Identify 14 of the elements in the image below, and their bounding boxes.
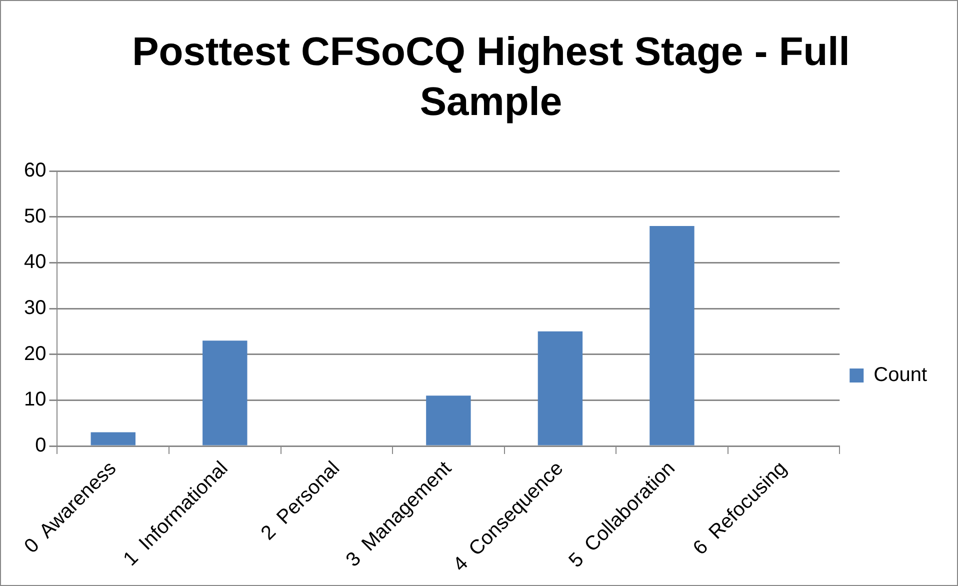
y-tick-label: 30 [24,297,46,320]
bar [426,396,471,446]
y-tick-label: 50 [24,205,46,228]
y-tick-label: 0 [35,434,46,457]
y-tick-label: 20 [24,342,46,365]
bar [90,432,136,446]
y-tick-label: 40 [24,251,46,274]
bar [202,340,248,446]
legend-label: Count [874,364,928,386]
y-tick-label: 10 [24,388,46,411]
y-tick-label: 60 [24,160,46,182]
bar [538,331,583,446]
bar [650,226,694,446]
chart-title: Posttest CFSoCQ Highest Stage - Full Sample [131,29,851,126]
